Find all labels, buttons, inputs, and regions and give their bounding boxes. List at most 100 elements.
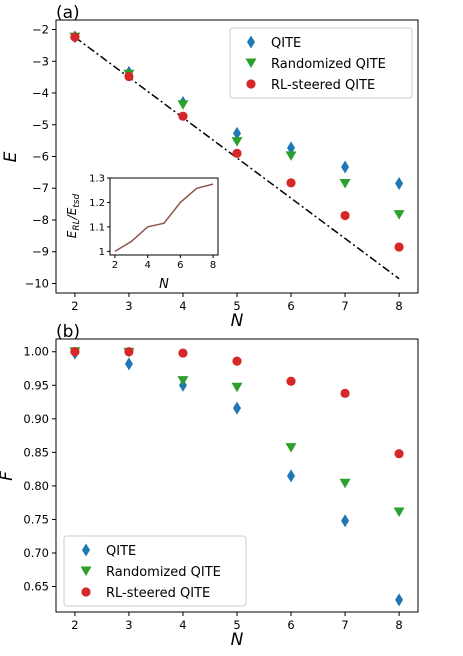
inset-x-tick-label: 6	[177, 260, 183, 271]
inset-y-tick-label: 1.1	[89, 222, 105, 233]
panel-b-legend-label: QITE	[106, 544, 136, 559]
panel-a-label: (a)	[56, 3, 80, 23]
panel-a-legend-marker	[247, 35, 255, 49]
inset-x-tick-label: 8	[210, 260, 216, 271]
panel-b-point-diamond	[395, 593, 404, 607]
panel-b-legend-box	[63, 535, 247, 607]
panel-a: (a) 2 3 4 5 6 7 8 −10 −9 −8 −7 −6 −5 −4 −3 −2 N E QITE…	[1, 3, 419, 331]
panel-a-point-circle	[286, 178, 296, 188]
panel-a-y-axis-label: E	[1, 151, 21, 162]
panel-b-y-axis-label: F	[0, 471, 17, 481]
panel-a-legend: QITE Randomized QITE RL-steered QITE	[229, 27, 413, 99]
panel-a-y-tick-label: −10	[25, 276, 49, 290]
panel-a-point-triangle-down	[177, 100, 189, 110]
inset-y-tick-label: 1.2	[89, 198, 105, 209]
panel-b-y-tick-label: 0.80	[23, 479, 49, 493]
panel-b-legend: QITE Randomized QITE RL-steered QITE	[63, 535, 247, 607]
panel-b-point-diamond	[287, 469, 296, 483]
panel-a-x-tick-label: 7	[341, 299, 348, 313]
panel-b-label: (b)	[56, 322, 80, 342]
panel-a-legend-box	[229, 27, 413, 99]
panel-b-point-triangle-down	[177, 376, 189, 386]
panel-b-x-axis-label: N	[231, 630, 244, 650]
panel-a-y-tick-label: −4	[32, 86, 49, 100]
panel-a-point-circle	[124, 71, 134, 82]
panel-b-point-circle	[286, 376, 296, 386]
panel-a-x-tick-label: 2	[71, 299, 78, 313]
panel-b-legend-marker	[82, 543, 90, 557]
panel-a-x-tick-label: 6	[287, 299, 294, 313]
panel-b-y-tick-label: 0.65	[23, 580, 49, 594]
panel-b-x-tick-label: 2	[71, 618, 78, 632]
inset-plot-area	[109, 177, 219, 256]
panel-b-y-tick-label: 0.75	[23, 512, 49, 526]
panel-b-legend-label: Randomized QITE	[106, 565, 221, 580]
panel-b-point-triangle-down	[393, 507, 405, 518]
panel-b-legend-marker	[80, 566, 92, 576]
panel-a-legend-marker	[245, 58, 257, 68]
panel-b-y-tick-label: 0.90	[23, 412, 49, 426]
panel-b-x-tick-label: 3	[125, 618, 132, 632]
panel-b-x-tick-label: 5	[233, 618, 240, 632]
inset-ratio-line	[114, 183, 214, 252]
panel-a-legend-label: RL-steered QITE	[271, 78, 375, 93]
panel-a-point-diamond	[341, 160, 350, 174]
panel-a-y-tick-label: −8	[32, 213, 49, 227]
panel-a-point-triangle-down	[339, 178, 351, 189]
panel-b-y-tick-label: 0.70	[23, 546, 49, 560]
panel-b-x-tick-label: 8	[395, 618, 402, 632]
panel-a-point-diamond	[233, 126, 241, 140]
inset-x-tick-label: 2	[112, 260, 118, 271]
panel-a-legend-marker	[246, 79, 256, 89]
panel-b-legend-marker	[81, 587, 91, 597]
panel-a-point-circle	[232, 148, 242, 158]
panel-b-point-circle	[394, 449, 404, 459]
panel-b-point-diamond	[233, 401, 241, 415]
panel-a-x-tick-label: 4	[179, 299, 186, 313]
panel-b-point-triangle-down	[285, 443, 297, 453]
panel-a-legend-label: QITE	[271, 36, 301, 51]
panel-a-x-axis-label: N	[231, 311, 244, 331]
panel-a-point-circle	[70, 32, 80, 42]
panel-b-y-tick-label: 1.00	[23, 345, 49, 359]
panel-b-x-tick-label: 4	[179, 618, 186, 632]
panel-a-point-diamond	[395, 176, 404, 190]
panel-a-x-tick-label: 5	[233, 299, 240, 313]
panel-a-y-tick-label: −2	[32, 23, 49, 37]
panel-a-point-diamond	[287, 141, 296, 155]
panel-a-x-tick-label: 3	[125, 299, 132, 313]
panel-b-y-tick-label: 0.85	[23, 445, 49, 459]
panel-b-point-circle	[124, 347, 134, 357]
panel-b-legend-label: RL-steered QITE	[106, 586, 210, 601]
panel-b-x-tick-label: 7	[341, 618, 348, 632]
panel-b: (b) 2 3 4 5 6 7 8 0.65 0.70 0.75 0.80 0.85 0.90 0.95…	[0, 322, 419, 650]
panel-a-point-triangle-down	[285, 151, 297, 161]
panel-a-point-circle	[394, 242, 404, 252]
inset-chart: 2 4 6 8 1 1.1 1.2 1.3 N ERL/Etsd	[65, 174, 219, 292]
panel-b-point-circle	[178, 348, 188, 358]
panel-a-y-tick-label: −6	[32, 150, 49, 164]
inset-y-axis-label: ERL/Etsd	[65, 194, 82, 239]
panel-b-y-tick-label: 0.95	[23, 378, 49, 392]
inset-x-tick-label: 4	[144, 260, 150, 271]
panel-a-point-triangle-down	[231, 137, 243, 147]
inset-y-tick-label: 1	[99, 247, 105, 258]
panel-a-x-tick-label: 8	[395, 299, 402, 313]
panel-a-point-circle	[340, 210, 350, 221]
panel-b-x-tick-label: 6	[287, 618, 294, 632]
panel-b-point-circle	[232, 356, 242, 366]
panel-b-point-diamond	[341, 514, 350, 528]
panel-b-point-circle	[340, 388, 350, 398]
panel-a-y-tick-label: −7	[32, 181, 49, 195]
panel-a-legend-label: Randomized QITE	[271, 57, 386, 72]
panel-b-point-triangle-down	[231, 382, 243, 393]
panel-a-y-tick-label: −9	[32, 245, 49, 259]
inset-x-axis-label: N	[159, 277, 169, 292]
panel-b-point-triangle-down	[339, 478, 351, 489]
panel-a-y-tick-label: −5	[32, 118, 49, 132]
panel-a-y-tick-label: −3	[32, 54, 49, 68]
panel-b-point-diamond	[124, 357, 133, 371]
panel-a-point-circle	[178, 111, 188, 121]
inset-y-tick-label: 1.3	[89, 174, 105, 185]
